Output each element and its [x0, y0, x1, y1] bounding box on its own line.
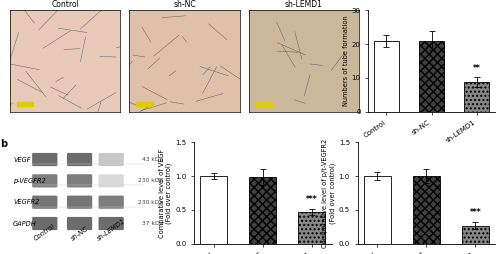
Bar — [16, 102, 33, 106]
Bar — [250, 177, 276, 244]
Text: 43 kDa: 43 kDa — [142, 157, 164, 162]
Bar — [419, 41, 444, 112]
Text: 230 kDa: 230 kDa — [138, 200, 164, 205]
Text: b: b — [0, 139, 7, 149]
FancyBboxPatch shape — [67, 217, 92, 230]
Bar — [374, 41, 399, 112]
Title: sh-LEMD1: sh-LEMD1 — [285, 1, 323, 9]
FancyBboxPatch shape — [67, 174, 92, 187]
Bar — [462, 226, 489, 244]
Y-axis label: Numbers of tube formation: Numbers of tube formation — [343, 15, 349, 106]
Y-axis label: Comparative level of VEGF
(Fold over control): Comparative level of VEGF (Fold over con… — [159, 148, 172, 238]
Text: VEGFR2: VEGFR2 — [13, 199, 40, 205]
Text: ***: *** — [306, 195, 318, 204]
FancyBboxPatch shape — [67, 196, 92, 209]
Bar — [136, 102, 152, 106]
Text: **: ** — [473, 64, 480, 73]
FancyBboxPatch shape — [32, 217, 58, 230]
Text: ***: *** — [470, 209, 481, 217]
FancyBboxPatch shape — [98, 174, 124, 187]
FancyBboxPatch shape — [98, 217, 124, 230]
Text: 37 kDa: 37 kDa — [142, 221, 164, 226]
Bar — [256, 102, 272, 106]
Text: sh-NC: sh-NC — [70, 226, 89, 242]
Title: sh-NC: sh-NC — [173, 1, 196, 9]
FancyBboxPatch shape — [98, 196, 124, 209]
FancyBboxPatch shape — [32, 196, 58, 209]
Text: p-VEGFR2: p-VEGFR2 — [13, 178, 46, 184]
Text: 230 kDa: 230 kDa — [138, 178, 164, 183]
FancyBboxPatch shape — [67, 153, 92, 166]
FancyBboxPatch shape — [32, 174, 58, 187]
Bar — [298, 212, 326, 244]
Text: sh-LEMD1: sh-LEMD1 — [96, 218, 126, 242]
Text: Control: Control — [33, 224, 56, 242]
Y-axis label: Comparative level of p/t-VEGFR2
(Fold over control): Comparative level of p/t-VEGFR2 (Fold ov… — [322, 138, 336, 248]
Text: VEGF: VEGF — [13, 156, 30, 163]
Text: GAPDH: GAPDH — [13, 220, 37, 227]
Bar — [413, 176, 440, 244]
Bar — [464, 82, 489, 112]
Title: Control: Control — [51, 1, 79, 9]
Bar — [364, 176, 390, 244]
FancyBboxPatch shape — [32, 153, 58, 166]
FancyBboxPatch shape — [98, 153, 124, 166]
Bar — [200, 176, 228, 244]
